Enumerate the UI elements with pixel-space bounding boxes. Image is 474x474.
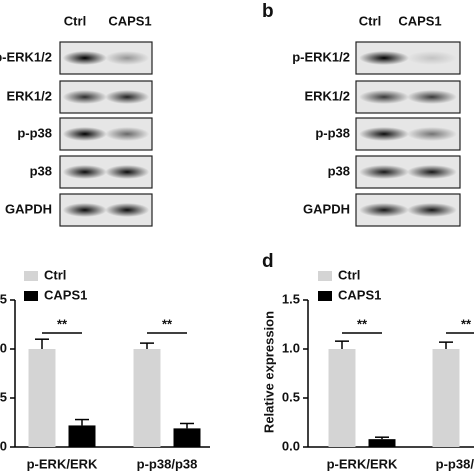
y-tick-label: 1.0 <box>0 340 7 355</box>
bar <box>432 349 460 447</box>
row-label: p-p38 <box>315 125 350 140</box>
legend-label: Ctrl <box>338 267 360 282</box>
band <box>359 51 410 65</box>
y-tick-label: 0.0 <box>282 438 300 453</box>
band <box>105 51 150 65</box>
x-tick-label: p-p38/p38 <box>436 456 474 471</box>
column-label: CAPS1 <box>398 13 441 28</box>
x-tick-label: p-p38/p38 <box>137 456 198 471</box>
y-tick-label: 1.5 <box>282 291 300 306</box>
bar <box>368 439 396 447</box>
legend-swatch <box>24 291 38 301</box>
band <box>359 127 410 141</box>
column-label: Ctrl <box>359 13 381 28</box>
band <box>406 51 457 65</box>
bar <box>328 349 356 447</box>
row-label: p-ERK1/2 <box>0 49 52 64</box>
row-label: GAPDH <box>303 201 350 216</box>
y-tick-label: 0.0 <box>0 438 7 453</box>
legend-swatch <box>24 271 38 281</box>
band <box>406 90 457 104</box>
band <box>105 203 150 217</box>
legend-label: CAPS1 <box>338 287 381 302</box>
significance: ** <box>57 316 68 331</box>
band <box>406 165 457 179</box>
row-label: ERK1/2 <box>6 88 52 103</box>
column-label: CAPS1 <box>108 13 151 28</box>
legend-swatch <box>318 271 332 281</box>
band <box>406 203 457 217</box>
legend-label: CAPS1 <box>44 287 87 302</box>
band <box>105 90 150 104</box>
row-label: p-ERK1/2 <box>292 49 350 64</box>
significance: ** <box>357 316 368 331</box>
bar <box>173 428 201 447</box>
band <box>105 127 150 141</box>
y-tick-label: 1.5 <box>0 291 7 306</box>
panel-label: d <box>262 251 274 272</box>
row-label: ERK1/2 <box>304 88 350 103</box>
band <box>62 203 107 217</box>
x-tick-label: p-ERK/ERK <box>27 456 98 471</box>
bar <box>133 349 161 447</box>
legend-label: Ctrl <box>44 267 66 282</box>
x-tick-label: p-ERK/ERK <box>327 456 398 471</box>
column-label: Ctrl <box>64 13 86 28</box>
band <box>359 165 410 179</box>
band <box>406 127 457 141</box>
band <box>62 127 107 141</box>
y-axis-label: Relative expression <box>261 311 276 433</box>
band <box>62 90 107 104</box>
bar <box>28 349 56 447</box>
significance: ** <box>162 316 173 331</box>
band <box>359 203 410 217</box>
bar <box>68 425 96 447</box>
panel-label: b <box>262 1 274 22</box>
y-tick-label: 0.5 <box>282 389 300 404</box>
y-tick-label: 0.5 <box>0 389 7 404</box>
row-label: p38 <box>30 163 52 178</box>
band <box>62 51 107 65</box>
legend-swatch <box>318 291 332 301</box>
y-tick-label: 1.0 <box>282 340 300 355</box>
row-label: p-p38 <box>17 125 52 140</box>
band <box>359 90 410 104</box>
band <box>105 165 150 179</box>
row-label: GAPDH <box>5 201 52 216</box>
row-label: p38 <box>328 163 350 178</box>
band <box>62 165 107 179</box>
significance: ** <box>461 316 472 331</box>
